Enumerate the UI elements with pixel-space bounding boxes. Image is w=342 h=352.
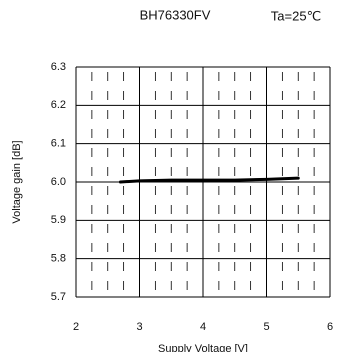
x-tick-label: 5	[263, 321, 269, 333]
y-tick-label: 5.9	[51, 214, 66, 226]
chart-title: BH76330FV	[140, 7, 211, 22]
x-axis-label: Supply Voltage [V]	[158, 343, 248, 352]
y-tick-label: 6.1	[51, 138, 66, 150]
y-tick-label: 6.2	[51, 99, 66, 111]
data-line	[118, 176, 300, 184]
y-tick-label: 5.8	[51, 253, 66, 265]
y-tick-label: 5.7	[51, 291, 66, 303]
x-tick-label: 3	[136, 321, 142, 333]
annotation: Ta=25℃	[271, 8, 321, 23]
x-tick-label: 4	[200, 321, 206, 333]
x-tick-label: 6	[327, 321, 333, 333]
y-tick-label: 6.0	[51, 176, 66, 188]
y-axis-label: Voltage gain [dB]	[11, 140, 23, 223]
x-tick-label: 2	[73, 321, 79, 333]
y-tick-label: 6.3	[51, 61, 66, 73]
